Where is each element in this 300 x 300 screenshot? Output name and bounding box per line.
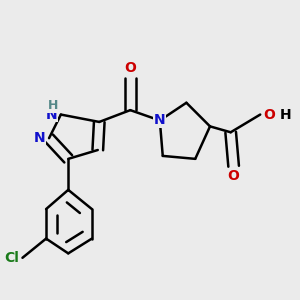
Text: N: N — [34, 131, 46, 145]
Text: O: O — [228, 169, 240, 183]
Text: O: O — [124, 61, 136, 75]
Text: Cl: Cl — [4, 251, 19, 265]
Text: N: N — [46, 108, 57, 122]
Text: O: O — [263, 108, 275, 122]
Text: H: H — [47, 99, 58, 112]
Text: H: H — [279, 108, 291, 122]
Text: N: N — [154, 113, 166, 128]
